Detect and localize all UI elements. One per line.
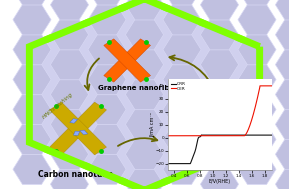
Polygon shape [104, 39, 151, 82]
Polygon shape [50, 169, 89, 189]
Polygon shape [238, 94, 276, 125]
Polygon shape [88, 124, 126, 155]
Polygon shape [125, 19, 164, 50]
Polygon shape [13, 0, 51, 5]
Polygon shape [163, 0, 201, 5]
Polygon shape [125, 0, 164, 20]
Polygon shape [125, 49, 164, 80]
Polygon shape [125, 109, 164, 140]
Polygon shape [13, 94, 51, 125]
Polygon shape [275, 79, 289, 110]
Polygon shape [50, 102, 106, 155]
Polygon shape [70, 119, 78, 123]
Polygon shape [201, 139, 239, 170]
X-axis label: E/V(RHE): E/V(RHE) [209, 179, 231, 184]
Polygon shape [275, 49, 289, 80]
Polygon shape [50, 0, 89, 20]
Polygon shape [201, 19, 239, 50]
Polygon shape [50, 102, 106, 155]
Polygon shape [50, 139, 89, 170]
Polygon shape [238, 154, 276, 184]
Polygon shape [275, 109, 289, 140]
Polygon shape [163, 64, 201, 95]
Polygon shape [163, 34, 201, 65]
Text: HNO₃ etching: HNO₃ etching [42, 92, 74, 120]
Polygon shape [104, 39, 151, 82]
Polygon shape [238, 5, 276, 35]
Polygon shape [50, 79, 89, 110]
Polygon shape [163, 5, 201, 35]
Polygon shape [88, 64, 126, 95]
Polygon shape [29, 0, 260, 189]
Text: Carbon nanotube: Carbon nanotube [38, 170, 113, 179]
Polygon shape [73, 131, 80, 135]
Polygon shape [238, 0, 276, 5]
Polygon shape [238, 34, 276, 65]
Polygon shape [275, 19, 289, 50]
Polygon shape [238, 124, 276, 155]
Polygon shape [50, 19, 89, 50]
Polygon shape [275, 0, 289, 20]
Legend: ORR, OER: ORR, OER [170, 81, 187, 91]
Polygon shape [201, 79, 239, 110]
Polygon shape [88, 34, 126, 65]
Polygon shape [163, 154, 201, 184]
Polygon shape [88, 154, 126, 184]
Polygon shape [163, 94, 201, 125]
Y-axis label: J/mA cm⁻²: J/mA cm⁻² [150, 112, 155, 137]
Polygon shape [125, 139, 164, 170]
Polygon shape [88, 94, 126, 125]
Polygon shape [125, 169, 164, 189]
Polygon shape [13, 64, 51, 95]
Polygon shape [13, 154, 51, 184]
Polygon shape [163, 124, 201, 155]
Text: Graphene nanoribbon: Graphene nanoribbon [99, 85, 185, 91]
Polygon shape [80, 130, 88, 135]
Polygon shape [125, 79, 164, 110]
Polygon shape [13, 34, 51, 65]
Polygon shape [201, 169, 239, 189]
Polygon shape [88, 0, 126, 5]
Polygon shape [275, 139, 289, 170]
Polygon shape [50, 109, 89, 140]
Polygon shape [201, 0, 239, 20]
Polygon shape [88, 5, 126, 35]
Polygon shape [201, 49, 239, 80]
Polygon shape [50, 49, 89, 80]
Polygon shape [13, 124, 51, 155]
Polygon shape [238, 64, 276, 95]
Polygon shape [13, 5, 51, 35]
Polygon shape [201, 109, 239, 140]
Polygon shape [275, 169, 289, 189]
